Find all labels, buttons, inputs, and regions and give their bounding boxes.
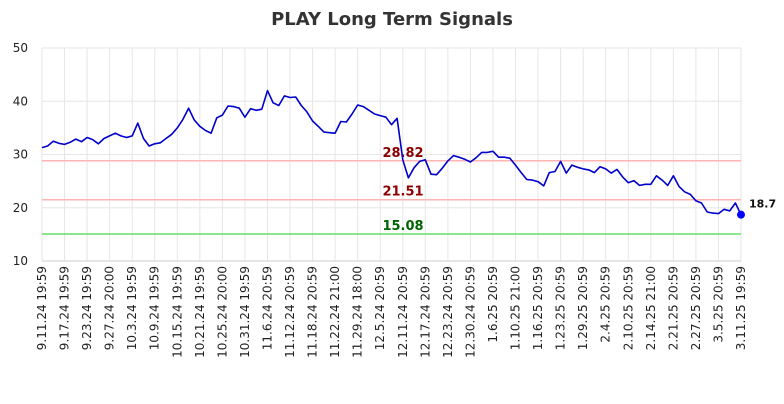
x-tick-label: 9.27.24 20:00	[103, 266, 117, 350]
x-tick-label: 11.29.24 18:00	[351, 266, 365, 358]
x-tick-label: 10.9.24 19:59	[148, 266, 162, 350]
x-tick-label: 2.21.25 20:59	[666, 266, 680, 350]
x-tick-label: 11.6.24 20:59	[260, 266, 274, 350]
x-tick-label: 9.23.24 19:59	[80, 266, 94, 350]
x-tick-label: 12.23.24 20:59	[441, 266, 455, 358]
y-tick-label: 30	[13, 148, 28, 162]
price-series-line	[41, 89, 742, 216]
x-tick-label: 1.29.25 20:59	[576, 266, 590, 350]
signal-value-label: 28.82	[382, 146, 423, 161]
series-layer: 18.7	[41, 89, 776, 219]
x-tick-label: 10.3.24 19:59	[125, 266, 139, 350]
last-price-dot	[737, 210, 745, 219]
x-tick-label: 2.14.25 21:00	[644, 266, 658, 350]
x-tick-label: 11.22.24 21:00	[328, 266, 342, 358]
x-tick-label: 3.11.25 19:59	[734, 266, 748, 350]
last-price-label: 18.7	[749, 198, 776, 211]
x-tick-label: 10.25.24 20:00	[215, 266, 229, 358]
x-tick-label: 2.27.25 20:59	[689, 266, 703, 350]
x-tick-label: 12.11.24 20:59	[396, 266, 410, 358]
x-tick-label: 2.4.25 20:59	[599, 266, 613, 343]
signal-lines: 28.82 21.51 15.08	[42, 146, 741, 235]
signal-value-label: 15.08	[382, 219, 423, 234]
x-tick-label: 11.12.24 20:59	[283, 266, 297, 358]
y-tick-label: 40	[13, 94, 28, 108]
y-tick-label: 20	[13, 201, 28, 215]
y-tick-label: 50	[13, 41, 28, 55]
chart-title: PLAY Long Term Signals	[271, 9, 513, 30]
x-tick-label: 1.16.25 20:59	[531, 266, 545, 350]
x-tick-label: 10.21.24 19:59	[193, 266, 207, 358]
x-tick-label: 12.30.24 20:59	[463, 266, 477, 358]
x-tick-label: 1.23.25 20:59	[554, 266, 568, 350]
x-tick-label: 10.31.24 19:59	[238, 266, 252, 358]
x-tick-label: 9.17.24 19:59	[58, 266, 72, 350]
x-tick-label: 3.5.25 20:59	[711, 266, 725, 343]
x-tick-label: 12.5.24 20:59	[373, 266, 387, 350]
x-tick-label: 10.15.24 19:59	[170, 266, 184, 358]
x-tick-label: 12.17.24 20:59	[418, 266, 432, 358]
axes: 10 20 30 40 50 9.11.24 19:59 9.17.24 19:59 9.23…	[13, 41, 748, 358]
grid	[41, 47, 742, 262]
x-tick-label: 11.18.24 20:59	[306, 266, 320, 358]
signal-value-label: 21.51	[382, 185, 423, 200]
x-tick-label: 9.11.24 19:59	[35, 266, 49, 350]
y-tick-label: 10	[13, 254, 28, 268]
x-tick-label: 1.10.25 21:00	[509, 266, 523, 350]
x-tick-label: 2.10.25 20:59	[621, 266, 635, 350]
x-tick-label: 1.6.25 20:59	[486, 266, 500, 343]
